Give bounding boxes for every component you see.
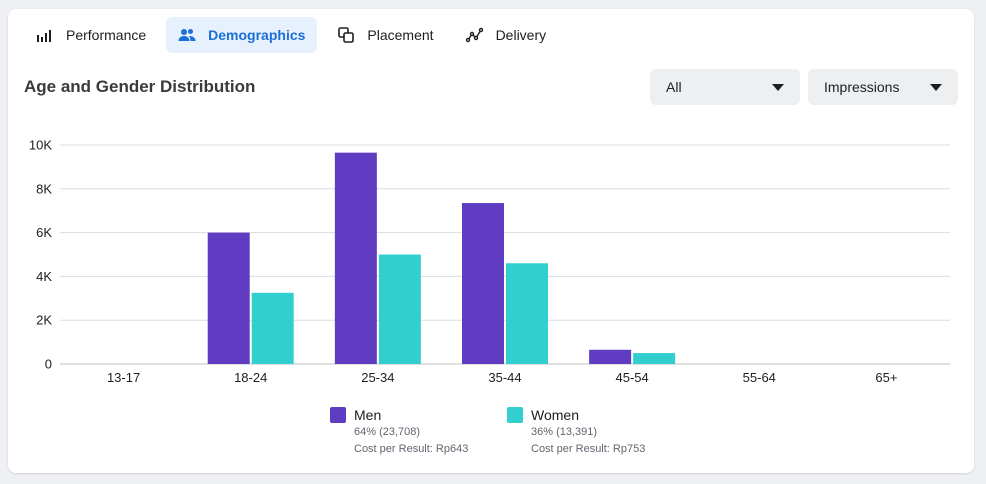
legend-name: Men bbox=[354, 407, 382, 423]
tab-label: Demographics bbox=[208, 27, 306, 43]
x-tick-label: 25-34 bbox=[361, 370, 394, 385]
tab-demographics[interactable]: Demographics bbox=[166, 17, 318, 53]
y-tick-label: 8K bbox=[36, 181, 52, 196]
metric-dropdown[interactable]: Impressions bbox=[808, 69, 958, 105]
legend-item-men: Men 64% (23,708) Cost per Result: Rp643 bbox=[330, 406, 468, 458]
legend-cost: Cost per Result: Rp643 bbox=[354, 443, 469, 455]
y-tick-label: 6K bbox=[36, 225, 52, 240]
bar-women-18-24 bbox=[251, 292, 294, 364]
x-tick-label: 65+ bbox=[875, 370, 897, 385]
overlap-squares-icon bbox=[337, 26, 355, 44]
tab-placement[interactable]: Placement bbox=[325, 17, 445, 53]
legend-name: Women bbox=[531, 407, 579, 423]
legend-share: 36% (13,391) bbox=[531, 426, 598, 438]
x-tick-label: 35-44 bbox=[488, 370, 521, 385]
x-tick-label: 45-54 bbox=[616, 370, 649, 385]
caret-down-icon bbox=[772, 83, 784, 91]
metric-dropdown-value: Impressions bbox=[824, 79, 900, 95]
legend-share: 64% (23,708) bbox=[354, 426, 421, 438]
tab-label: Placement bbox=[367, 27, 434, 43]
y-tick-label: 4K bbox=[36, 269, 52, 284]
bar-women-45-54 bbox=[633, 353, 676, 364]
line-graph-icon bbox=[465, 26, 484, 44]
bar-women-35-44 bbox=[506, 263, 548, 364]
caret-down-icon bbox=[930, 83, 942, 91]
legend-item-women: Women 36% (13,391) Cost per Result: Rp75… bbox=[507, 406, 645, 458]
filter-dropdown-value: All bbox=[666, 79, 682, 95]
bar-men-18-24 bbox=[207, 232, 250, 364]
tab-delivery[interactable]: Delivery bbox=[454, 17, 559, 53]
age-gender-bar-chart: 0 2K 4K 6K 8K 10K 13-17 18-24 25-34 35-44 45-54 55-… bbox=[29, 138, 950, 385]
bar-chart-icon bbox=[36, 26, 54, 44]
chart-title: Age and Gender Distribution bbox=[24, 77, 256, 96]
x-tick-label: 55-64 bbox=[743, 370, 776, 385]
y-tick-label: 10K bbox=[29, 138, 52, 153]
x-tick-label: 18-24 bbox=[234, 370, 267, 385]
legend-cost: Cost per Result: Rp753 bbox=[531, 443, 646, 455]
x-tick-label: 13-17 bbox=[107, 370, 140, 385]
people-icon bbox=[178, 26, 196, 44]
bar-women-25-34 bbox=[378, 254, 421, 364]
filter-dropdown[interactable]: All bbox=[650, 69, 800, 105]
legend-swatch-women bbox=[507, 407, 523, 423]
tab-bar: Performance Demographics Placement Deliv… bbox=[24, 17, 558, 53]
tab-label: Performance bbox=[66, 27, 147, 43]
tab-label: Delivery bbox=[495, 27, 547, 43]
bar-men-25-34 bbox=[334, 152, 377, 364]
tab-performance[interactable]: Performance bbox=[24, 17, 158, 53]
y-tick-label: 0 bbox=[45, 357, 52, 372]
legend-swatch-men bbox=[330, 407, 346, 423]
y-tick-label: 2K bbox=[36, 313, 52, 328]
bar-men-45-54 bbox=[589, 349, 632, 364]
bar-men-35-44 bbox=[462, 203, 504, 364]
demographics-card: Performance Demographics Placement Deliv… bbox=[8, 9, 974, 473]
